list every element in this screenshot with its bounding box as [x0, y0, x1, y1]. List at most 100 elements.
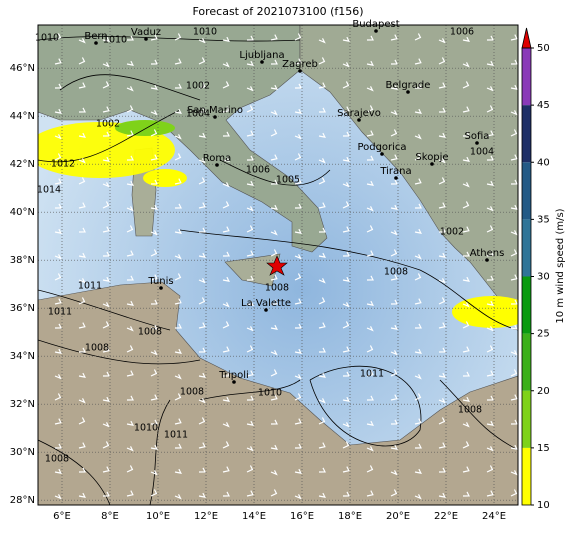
wind-barb — [294, 348, 302, 354]
wind-barb — [486, 326, 494, 332]
wind-barb — [438, 177, 446, 185]
wind-barb — [102, 302, 110, 308]
wind-barb — [318, 372, 326, 378]
wind-barb — [510, 110, 518, 116]
wind-barb — [366, 60, 374, 66]
wind-barb — [438, 297, 446, 305]
wind-barb — [438, 227, 446, 233]
wind-barb — [294, 273, 302, 281]
wind-barb — [126, 105, 134, 113]
wind-barb — [54, 83, 62, 89]
wind-barb — [198, 417, 206, 425]
wind-barb — [246, 420, 254, 426]
wind-barb — [294, 393, 302, 401]
wind-barb — [342, 422, 350, 428]
land — [38, 25, 328, 253]
city-marker — [357, 118, 361, 122]
wind-barb — [102, 226, 110, 233]
wind-barb — [150, 274, 158, 281]
wind-barb — [294, 203, 302, 209]
wind-barb — [222, 302, 230, 308]
wind-barb — [366, 370, 374, 377]
city-marker — [475, 141, 479, 145]
wind-barb — [510, 34, 518, 41]
wind-barb — [342, 36, 350, 42]
wind-barb — [462, 466, 470, 473]
wind-barb — [270, 394, 278, 401]
wind-barb — [246, 225, 254, 233]
wind-barb — [126, 465, 134, 473]
wind-barb — [414, 418, 422, 425]
wind-barb — [54, 298, 62, 305]
wind-barb — [174, 58, 182, 65]
wind-barb — [414, 58, 422, 65]
wind-barb — [510, 274, 518, 281]
city-marker — [159, 286, 163, 290]
wind-barb — [54, 418, 62, 425]
city-label: Budapest — [352, 19, 399, 30]
wind-barb — [318, 158, 326, 164]
wind-barb — [246, 465, 254, 473]
wind-barb — [198, 322, 206, 329]
wind-barb — [222, 36, 230, 42]
wind-barb — [462, 156, 470, 162]
isobar-label: 1008 — [265, 283, 289, 294]
wind-barb — [246, 490, 254, 497]
wind-barb — [198, 82, 206, 89]
wind-barb — [102, 491, 110, 497]
wind-barb — [342, 251, 350, 257]
wind-barb — [78, 252, 86, 258]
lon-tick-label: 10°E — [146, 511, 170, 522]
isobar-label: 1010 — [35, 33, 59, 44]
wind-barb — [438, 492, 446, 498]
wind-barb — [510, 470, 518, 476]
wind-barb — [150, 394, 158, 401]
wind-barb — [246, 155, 254, 161]
wind-barb — [270, 154, 278, 161]
wind-barb — [174, 443, 182, 449]
wind-barb — [222, 81, 230, 89]
wind-barb — [342, 201, 350, 209]
isobar-label: 1005 — [276, 175, 300, 186]
wind-barb — [462, 321, 470, 329]
wind-barb — [78, 492, 86, 498]
wind-barb — [390, 154, 398, 161]
wind-barb — [78, 467, 86, 473]
isobar-label: 1004 — [470, 147, 494, 158]
wind-barb — [222, 201, 230, 209]
city-marker — [215, 163, 219, 167]
wind-barb — [126, 490, 134, 497]
wind-barb — [222, 226, 230, 233]
wind-barb — [438, 57, 446, 65]
wind-barb — [150, 470, 158, 476]
city-marker — [394, 176, 398, 180]
wind-barb — [54, 348, 62, 354]
wind-barb — [318, 278, 326, 284]
colorbar-tick-label: 15 — [537, 443, 550, 454]
wind-barb — [54, 228, 62, 234]
wind-barb — [294, 108, 302, 114]
colorbar-segment — [522, 162, 531, 220]
wind-barb — [198, 38, 206, 44]
city-label: Tripoli — [218, 370, 249, 381]
wind-barb — [342, 491, 350, 497]
wind-barb — [462, 302, 470, 308]
wind-barb — [390, 84, 398, 90]
isobar-label: 1008 — [45, 454, 69, 465]
wind-barb — [438, 82, 446, 89]
wind-barb — [174, 108, 182, 114]
wind-barb — [390, 369, 398, 377]
city-label: Roma — [203, 153, 232, 164]
wind-barb — [390, 299, 398, 305]
wind-barb — [198, 467, 206, 473]
colorbar-segment — [522, 390, 531, 448]
colorbar-segment — [522, 447, 531, 505]
wind-barb — [54, 153, 62, 161]
lat-tick-label: 36°N — [10, 303, 35, 314]
wind-barb — [414, 468, 422, 474]
wind-barb — [342, 371, 350, 377]
lon-tick-label: 18°E — [338, 511, 362, 522]
wind-barb — [366, 345, 374, 353]
wind-barb — [54, 494, 62, 500]
